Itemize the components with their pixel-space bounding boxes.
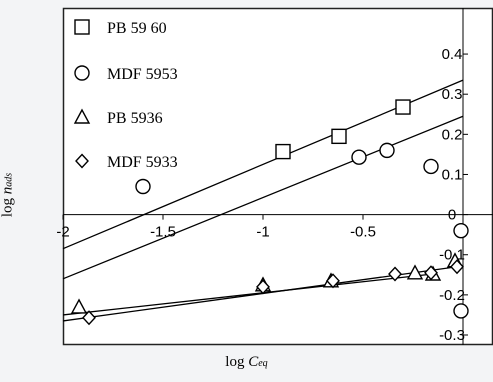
y-axis-title-var: n (0, 186, 16, 195)
y-axis-title-prefix: log (0, 194, 16, 218)
data-point-series-2 (453, 303, 469, 319)
plot-area-frame (62, 7, 493, 346)
legend-label-4: MDF 5933 (107, 154, 178, 171)
y-tick-label: 0 (448, 207, 456, 224)
data-point-series-4 (256, 279, 270, 295)
data-point-series-2 (453, 222, 469, 239)
legend-marker-1 (74, 19, 90, 35)
legend-label-3: PB 5936 (107, 110, 163, 127)
x-axis-title: log Ceq (0, 354, 493, 371)
y-tick-label: -0.3 (439, 327, 465, 344)
x-axis-title-prefix: log (225, 354, 249, 370)
data-point-series-2 (135, 178, 151, 195)
legend-marker-4 (75, 153, 89, 169)
data-point-series-2 (423, 158, 439, 175)
data-point-series-4 (450, 259, 464, 275)
y-axis-title: log nads (0, 173, 17, 217)
data-point-series-3 (70, 298, 88, 314)
x-axis-title-sub: eq (258, 358, 268, 369)
data-point-series-4 (326, 273, 340, 289)
legend-marker-3 (73, 108, 91, 124)
data-point-series-4 (82, 310, 96, 326)
x-tick-label: -2 (56, 224, 69, 241)
y-tick-label: 0.1 (442, 166, 463, 183)
y-tick-label: 0.4 (442, 46, 463, 63)
y-tick-label: -0.2 (439, 287, 465, 304)
fit-line-series-2 (62, 115, 464, 280)
data-point-series-1 (331, 128, 347, 145)
data-point-series-3 (406, 264, 424, 280)
data-point-series-2 (351, 149, 367, 165)
data-point-series-4 (388, 266, 402, 282)
y-tick-label: 0.3 (442, 86, 463, 103)
legend-marker-2 (74, 65, 90, 81)
data-point-series-2 (379, 142, 395, 159)
x-tick-label: -1.5 (150, 224, 176, 241)
legend-label-1: PB 59 60 (107, 20, 167, 37)
data-point-series-4 (424, 265, 438, 281)
y-axis-title-sub: ads (3, 172, 15, 187)
x-tick-label: -0.5 (350, 224, 376, 241)
fit-line-series-3 (62, 273, 434, 316)
data-point-series-1 (395, 99, 411, 115)
y-tick-label: 0.2 (442, 126, 463, 143)
legend-label-2: MDF 5953 (107, 66, 178, 83)
x-axis-title-var: C (248, 354, 259, 370)
data-point-series-1 (275, 143, 291, 160)
x-tick-label: -1 (256, 224, 269, 241)
